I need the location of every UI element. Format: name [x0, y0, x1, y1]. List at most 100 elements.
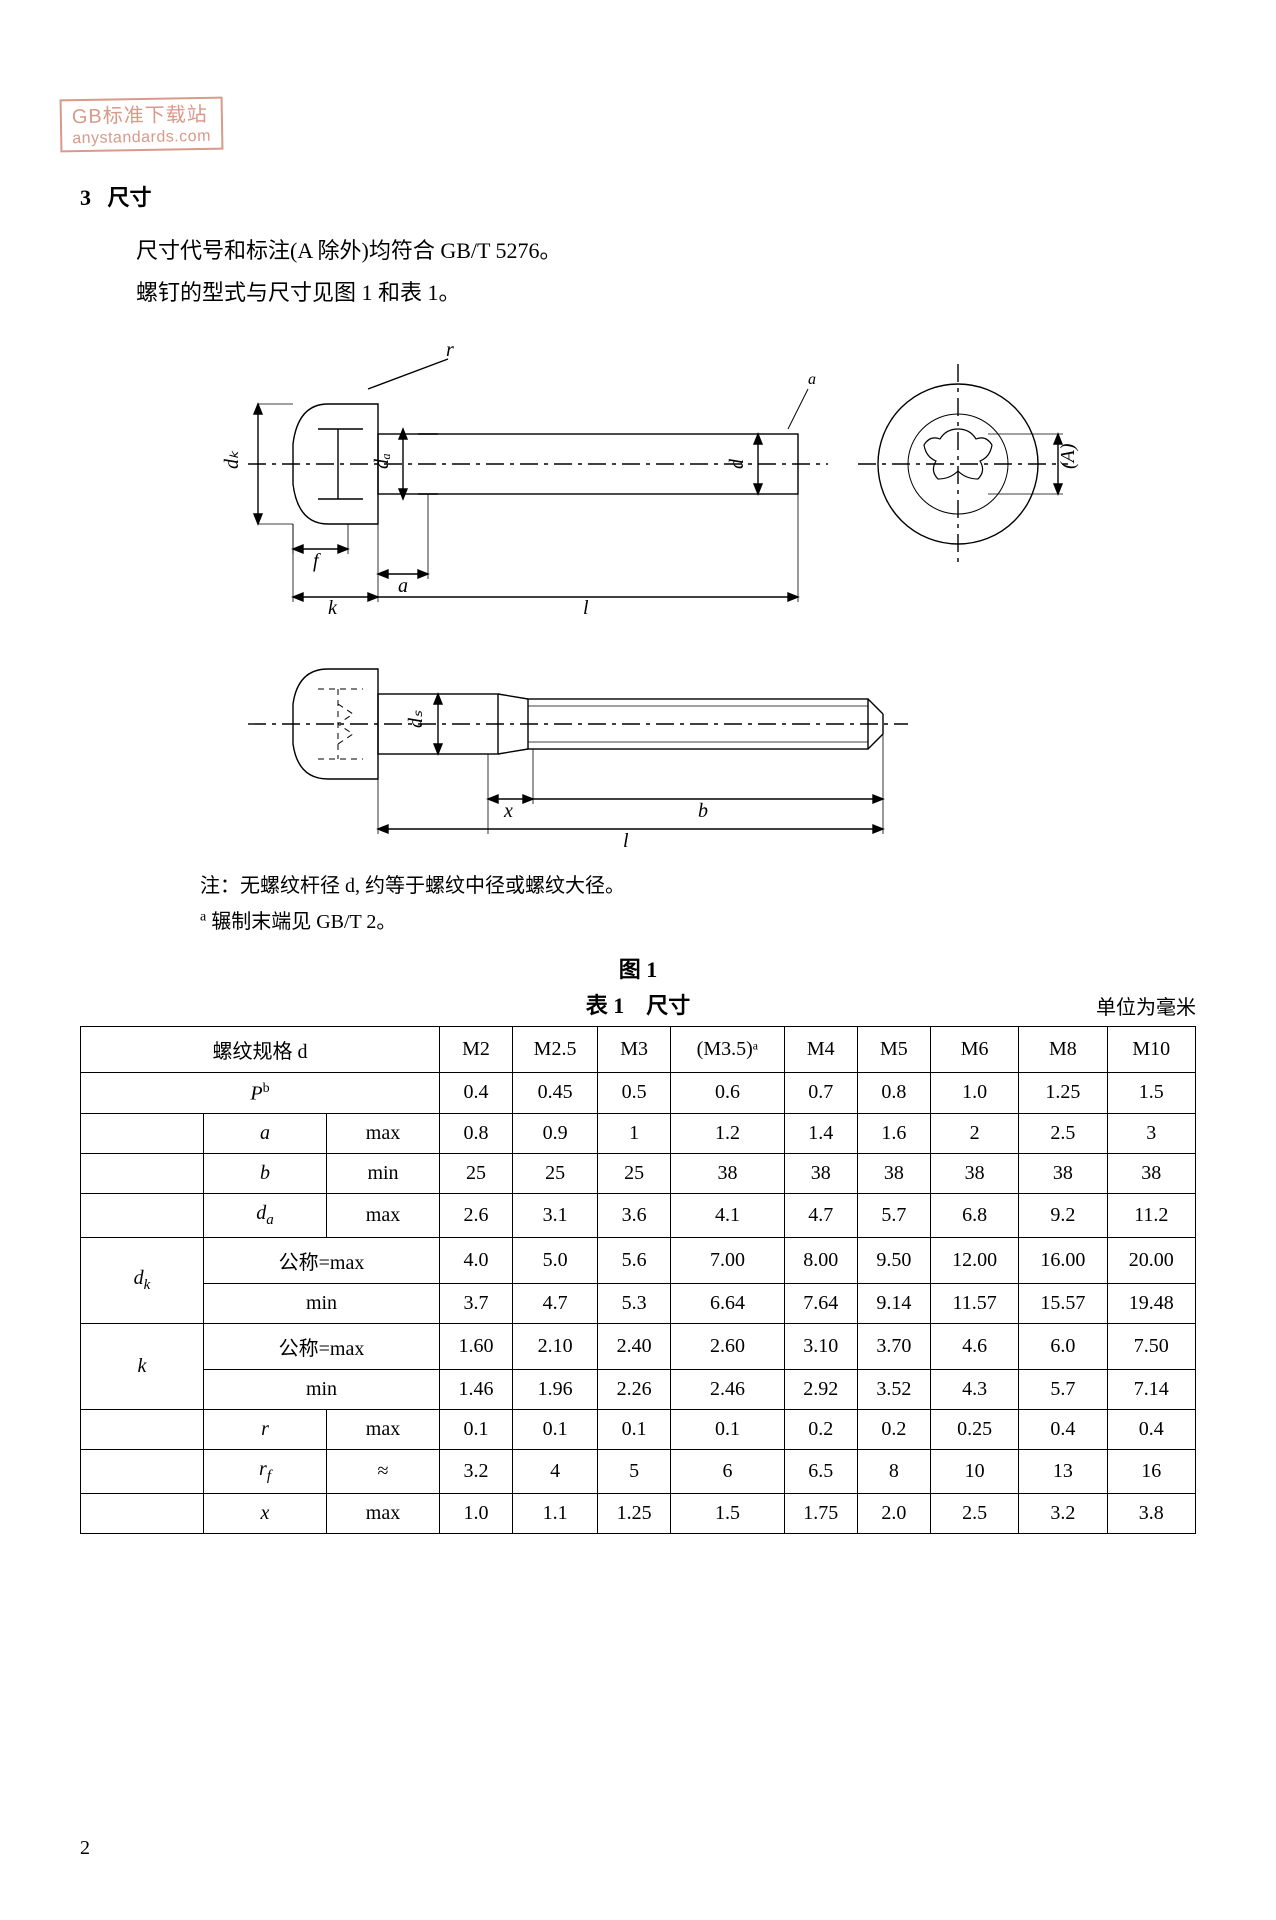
- table-cell: 6.8: [930, 1194, 1018, 1238]
- dim-label-k: k: [328, 597, 338, 614]
- table-cell: 6.0: [1019, 1324, 1107, 1370]
- table-cell: 20.00: [1107, 1238, 1195, 1284]
- section-title: 尺寸: [108, 185, 152, 210]
- table-cell: 0.4: [1019, 1410, 1107, 1450]
- table-row: bmin252525383838383838: [81, 1154, 1196, 1194]
- table-cell: 11.2: [1107, 1194, 1195, 1238]
- table-cell: 2.26: [598, 1370, 671, 1410]
- table-cell: 4.7: [513, 1284, 598, 1324]
- header-param: 螺纹规格 d: [81, 1026, 440, 1072]
- table-header-row: 螺纹规格 d M2 M2.5 M3 (M3.5)ᵃ M4 M5 M6 M8 M1…: [81, 1026, 1196, 1072]
- dim-label-da: dₐ: [371, 453, 393, 469]
- dim-label-dk: dₖ: [221, 450, 243, 469]
- table-cell: max: [327, 1494, 440, 1534]
- table-cell: 2.0: [857, 1494, 930, 1534]
- table-cell: 4.6: [930, 1324, 1018, 1370]
- table-cell: 0.1: [671, 1410, 785, 1450]
- table-cell: 3.8: [1107, 1494, 1195, 1534]
- table-cell: 4.1: [671, 1194, 785, 1238]
- dimensions-table: 螺纹规格 d M2 M2.5 M3 (M3.5)ᵃ M4 M5 M6 M8 M1…: [80, 1026, 1196, 1535]
- table-cell: ≈: [327, 1450, 440, 1494]
- table-cell: 7.00: [671, 1238, 785, 1284]
- note-2-text: 辗制末端见 GB/T 2。: [206, 911, 396, 933]
- table-cell: 5.7: [857, 1194, 930, 1238]
- table-cell: 6.64: [671, 1284, 785, 1324]
- col-M10: M10: [1107, 1026, 1195, 1072]
- table-cell: 公称=max: [204, 1324, 440, 1370]
- table-cell: 0.2: [784, 1410, 857, 1450]
- table-cell: 5.7: [1019, 1370, 1107, 1410]
- col-M2: M2: [440, 1026, 513, 1072]
- table-cell: 1.4: [784, 1114, 857, 1154]
- table-cell: 2.46: [671, 1370, 785, 1410]
- col-M3: M3: [598, 1026, 671, 1072]
- page-number: 2: [80, 1837, 90, 1860]
- table-cell: 11.57: [930, 1284, 1018, 1324]
- table-cell: 0.4: [1107, 1410, 1195, 1450]
- table-cell: 4: [513, 1450, 598, 1494]
- table-cell: 0.9: [513, 1114, 598, 1154]
- table-cell: 2.40: [598, 1324, 671, 1370]
- table-cell: 0.45: [513, 1072, 598, 1114]
- table-cell: [81, 1194, 204, 1238]
- table-cell: dk: [81, 1238, 204, 1324]
- table-cell: a: [204, 1114, 327, 1154]
- table-cell: 38: [930, 1154, 1018, 1194]
- table-cell: 3.6: [598, 1194, 671, 1238]
- table-cell: da: [204, 1194, 327, 1238]
- para-2: 螺钉的型式与尺寸见图 1 和表 1。: [136, 272, 1196, 314]
- dim-label-a: a: [398, 575, 408, 597]
- table-cell: 1.0: [440, 1494, 513, 1534]
- table-cell: 3.7: [440, 1284, 513, 1324]
- table-cell: 16.00: [1019, 1238, 1107, 1284]
- dim-label-d: d: [726, 458, 748, 469]
- table-cell: 1.6: [857, 1114, 930, 1154]
- table-cell: 0.1: [513, 1410, 598, 1450]
- table-cell: 7.14: [1107, 1370, 1195, 1410]
- table-cell: 3.70: [857, 1324, 930, 1370]
- table-row: min1.461.962.262.462.923.524.35.77.14: [81, 1370, 1196, 1410]
- table-caption: 表 1 尺寸: [586, 988, 691, 1020]
- table-cell: 3: [1107, 1114, 1195, 1154]
- table-cell: min: [327, 1154, 440, 1194]
- table-cell: 15.57: [1019, 1284, 1107, 1324]
- table-cell: 3.1: [513, 1194, 598, 1238]
- table-row: amax0.80.911.21.41.622.53: [81, 1114, 1196, 1154]
- table-cell: 1.25: [1019, 1072, 1107, 1114]
- table-cell: 25: [513, 1154, 598, 1194]
- table-cell: 0.7: [784, 1072, 857, 1114]
- table-cell: 1.2: [671, 1114, 785, 1154]
- table-cell: 16: [1107, 1450, 1195, 1494]
- table-cell: k: [81, 1324, 204, 1410]
- table-cell: 38: [857, 1154, 930, 1194]
- body-text: 尺寸代号和标注(A 除外)均符合 GB/T 5276。 螺钉的型式与尺寸见图 1…: [136, 230, 1196, 314]
- figure-1-top: r dₖ dₐ d (A) f a k l a: [188, 334, 1088, 614]
- table-cell: 6.5: [784, 1450, 857, 1494]
- para-1: 尺寸代号和标注(A 除外)均符合 GB/T 5276。: [136, 230, 1196, 272]
- table-cell: 4.0: [440, 1238, 513, 1284]
- table-cell: 5.0: [513, 1238, 598, 1284]
- table-cell: [81, 1494, 204, 1534]
- col-M3_5: (M3.5)ᵃ: [671, 1026, 785, 1072]
- table-cell: 38: [1107, 1154, 1195, 1194]
- table-cell: rf: [204, 1450, 327, 1494]
- table-cell: 19.48: [1107, 1284, 1195, 1324]
- table-unit: 单位为毫米: [1096, 991, 1196, 1020]
- table-cell: 5.3: [598, 1284, 671, 1324]
- dim-label-b: b: [698, 800, 708, 822]
- table-row: dk公称=max4.05.05.67.008.009.5012.0016.002…: [81, 1238, 1196, 1284]
- table-cell: 25: [440, 1154, 513, 1194]
- table-cell: 9.14: [857, 1284, 930, 1324]
- dim-label-x: x: [503, 800, 513, 822]
- table-cell: [81, 1114, 204, 1154]
- table-cell: 5: [598, 1450, 671, 1494]
- table-cell: 12.00: [930, 1238, 1018, 1284]
- table-row: damax2.63.13.64.14.75.76.89.211.2: [81, 1194, 1196, 1238]
- table-cell: 13: [1019, 1450, 1107, 1494]
- table-cell: 2: [930, 1114, 1018, 1154]
- table-cell: 1.46: [440, 1370, 513, 1410]
- table-cell: b: [204, 1154, 327, 1194]
- table-cell: min: [204, 1370, 440, 1410]
- table-cell: 0.8: [857, 1072, 930, 1114]
- table-cell: 3.2: [440, 1450, 513, 1494]
